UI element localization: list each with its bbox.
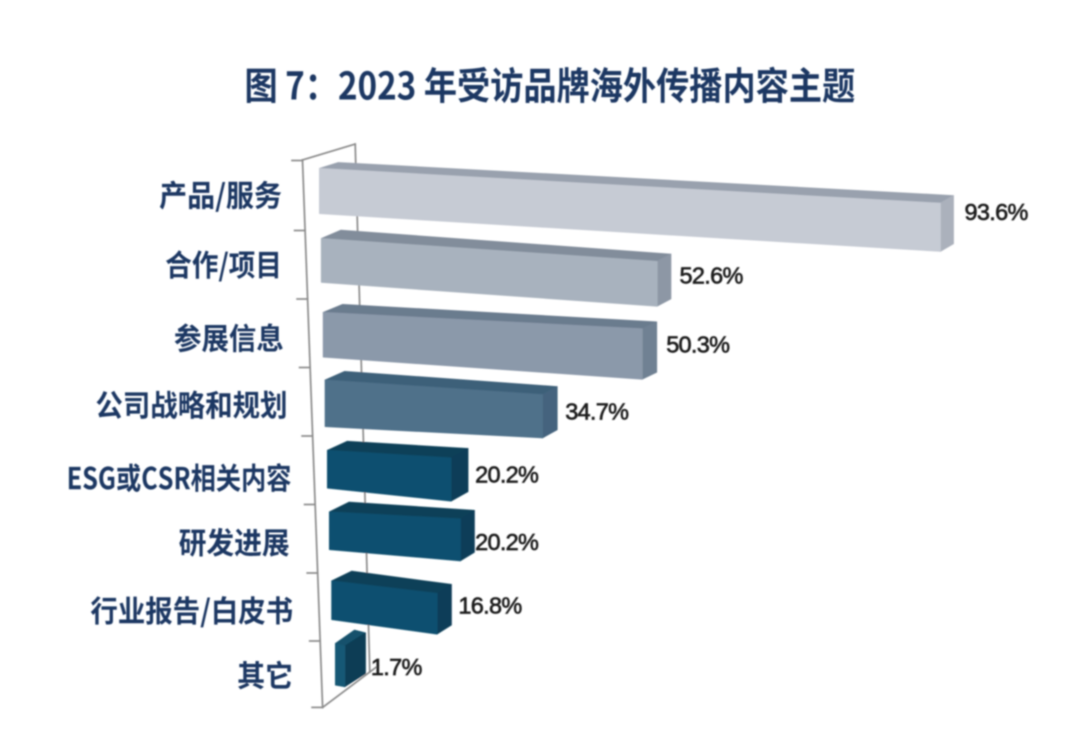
svg-text:20.2%: 20.2%: [475, 462, 539, 488]
svg-text:34.7%: 34.7%: [565, 399, 629, 425]
svg-text:16.8%: 16.8%: [458, 592, 522, 618]
svg-text:50.3%: 50.3%: [666, 331, 730, 357]
svg-text:52.6%: 52.6%: [680, 262, 744, 288]
svg-text:1.7%: 1.7%: [371, 654, 423, 680]
svg-text:93.6%: 93.6%: [965, 199, 1029, 225]
svg-text:20.2%: 20.2%: [475, 529, 539, 555]
